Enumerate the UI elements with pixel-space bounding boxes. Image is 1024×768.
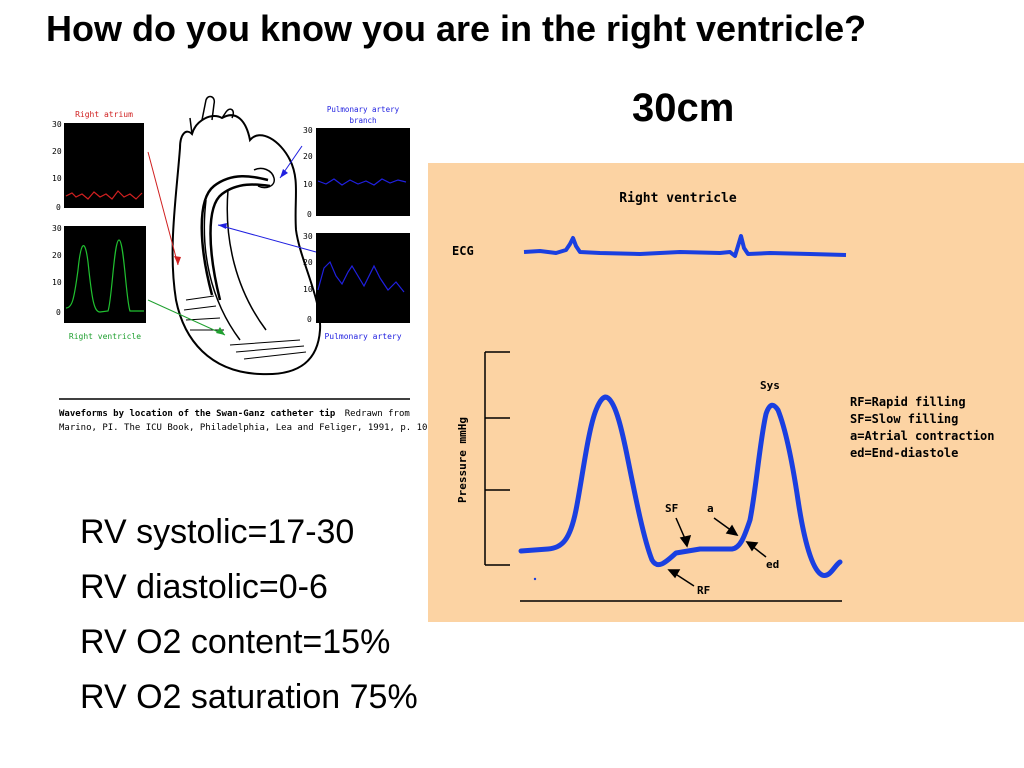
trace-right-atrium [65,190,143,200]
panel-pa: 30 20 10 0 Pulmonary artery [303,232,410,341]
catheter [200,175,271,301]
tick-pa-20: 20 [303,258,313,267]
label-right-atrium: Right atrium [75,110,133,119]
label-pa-branch-1: Pulmonary artery [327,105,400,114]
stat-rv-systolic: RV systolic=17-30 [80,513,355,551]
slide-title: How do you know you are in the right ven… [46,8,867,49]
tick-pa-30: 30 [303,232,313,241]
rv-stats-list: RV systolic=17-30 RV diastolic=0-6 RV O2… [80,506,418,726]
label-pa: Pulmonary artery [324,332,401,341]
tick-pab-30: 30 [303,126,313,135]
tick-rv-20: 20 [52,251,62,260]
tick-rv-30: 30 [52,224,62,233]
tick-rv-10: 10 [52,278,62,287]
annotation-sf: SF [665,502,678,515]
ecg-trace [523,234,847,258]
stat-rv-o2-content: RV O2 content=15% [80,623,391,661]
tick-pa-0: 0 [307,315,312,324]
annotation-a: a [707,502,714,515]
rv-pressure-trace [518,394,843,578]
stat-rv-diastolic: RV diastolic=0-6 [80,568,328,606]
trace-pa [317,260,405,293]
tick-ra-0: 0 [56,203,61,212]
pointer-arrows [147,145,317,336]
rv-figure-title: Right ventricle [619,191,737,206]
tick-pab-0: 0 [307,210,312,219]
caption-rest: Redrawn from [345,409,410,419]
tick-pab-20: 20 [303,152,313,161]
ecg-label: ECG [452,244,474,258]
aorta [189,95,235,135]
pressure-annotations: Sys SF a ed RF [665,379,780,597]
panel-right-ventricle: 30 20 10 0 Right ventricle [52,224,146,341]
caption: Waveforms by location of the Swan-Ganz c… [59,408,410,419]
monitor-right-ventricle [64,226,146,323]
legend-sf: SF=Slow filling [850,412,958,426]
panel-right-atrium: Right atrium 30 20 10 0 [52,110,144,212]
stat-rv-o2-saturation: RV O2 saturation 75% [80,678,418,716]
tick-ra-30: 30 [52,120,62,129]
tick-ra-20: 20 [52,147,62,156]
monitor-pa-branch [316,128,410,216]
pa-outflow [253,167,275,189]
annotation-ed: ed [766,558,779,571]
slide-subtitle: 30cm [632,86,735,130]
legend-a: a=Atrial contraction [850,429,995,443]
annotation-sys: Sys [760,379,780,392]
monitor-right-atrium [64,123,144,208]
tick-rv-0: 0 [56,308,61,317]
trace-pa-branch [317,178,407,186]
label-right-ventricle: Right ventricle [69,332,141,341]
heart-outline [171,114,322,376]
y-axis-label: Pressure mmHg [456,417,469,503]
monitor-pa [316,233,410,323]
tick-pa-10: 10 [303,285,313,294]
rv-figure-background [428,163,1024,622]
tick-ra-10: 10 [52,174,62,183]
annotation-rf: RF [697,584,710,597]
label-pa-branch-2: branch [349,116,376,125]
heart-septum [203,189,267,341]
stray-dot [533,577,537,581]
legend-ed: ed=End-diastole [850,446,958,460]
ventricle-hatch [183,295,307,360]
tick-pab-10: 10 [303,180,313,189]
caption-line-2: Marino, PI. The ICU Book, Philadelphia, … [59,423,438,433]
caption-bold: Waveforms by location of the Swan-Ganz c… [59,408,336,419]
panel-pa-branch: Pulmonary artery branch 30 20 10 0 [303,105,410,219]
pressure-axes [484,351,842,602]
annotation-arrows [667,517,767,587]
legend-rf: RF=Rapid filling [850,395,966,409]
legend: RF=Rapid filling SF=Slow filling a=Atria… [850,395,995,460]
trace-right-ventricle [65,239,144,313]
heart-illustration [171,95,322,376]
